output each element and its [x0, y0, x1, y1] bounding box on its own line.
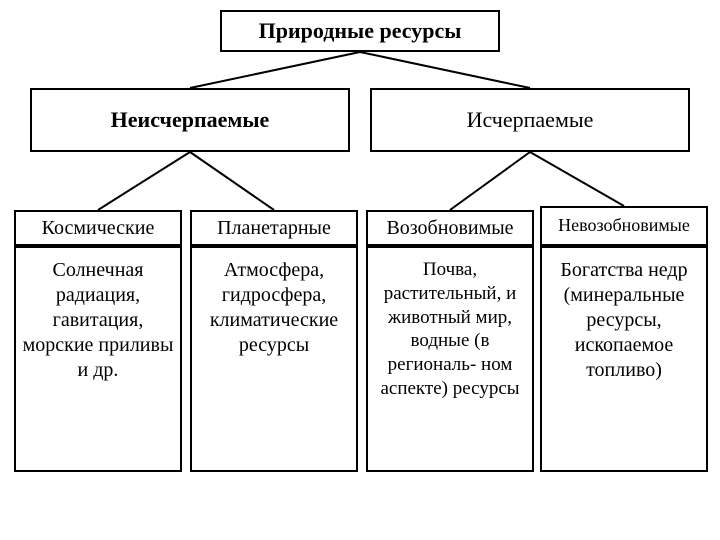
edge-inexhaustible-cosmic: [98, 152, 190, 210]
node-nonrenewable-desc-text: Богатства недр (минеральные ресурсы, иск…: [560, 259, 687, 381]
node-inexhaustible-label: Неисчерпаемые: [111, 107, 270, 133]
node-cosmic-header-label: Космические: [42, 217, 155, 239]
root-node: Природные ресурсы: [220, 10, 500, 52]
node-inexhaustible: Неисчерпаемые: [30, 88, 350, 152]
edge-inexhaustible-planetary: [190, 152, 274, 210]
node-renewable-desc-text: Почва, растительный, и животный мир, вод…: [380, 259, 519, 399]
node-renewable-desc: Почва, растительный, и животный мир, вод…: [366, 246, 534, 472]
node-renewable-header: Возобновимые: [366, 210, 534, 246]
node-nonrenewable-header: Невозобновимые: [540, 206, 708, 246]
edge-root-inexhaustible: [190, 52, 360, 88]
edge-exhaustible-renewable: [450, 152, 530, 210]
node-cosmic-desc: Солнечная радиация, гавитация, морские п…: [14, 246, 182, 472]
node-cosmic-header: Космические: [14, 210, 182, 246]
node-nonrenewable-header-label: Невозобновимые: [558, 216, 690, 236]
node-planetary-desc: Атмосфера, гидросфера, климатические рес…: [190, 246, 358, 472]
node-nonrenewable-desc: Богатства недр (минеральные ресурсы, иск…: [540, 246, 708, 472]
node-renewable-header-label: Возобновимые: [386, 217, 513, 239]
edge-root-exhaustible: [360, 52, 530, 88]
node-cosmic-desc-text: Солнечная радиация, гавитация, морские п…: [23, 259, 174, 381]
node-exhaustible: Исчерпаемые: [370, 88, 690, 152]
node-planetary-header: Планетарные: [190, 210, 358, 246]
node-exhaustible-label: Исчерпаемые: [467, 107, 594, 133]
edge-exhaustible-nonrenewable: [530, 152, 624, 206]
node-planetary-desc-text: Атмосфера, гидросфера, климатические рес…: [210, 259, 338, 356]
root-label: Природные ресурсы: [259, 18, 462, 44]
node-planetary-header-label: Планетарные: [217, 217, 331, 239]
